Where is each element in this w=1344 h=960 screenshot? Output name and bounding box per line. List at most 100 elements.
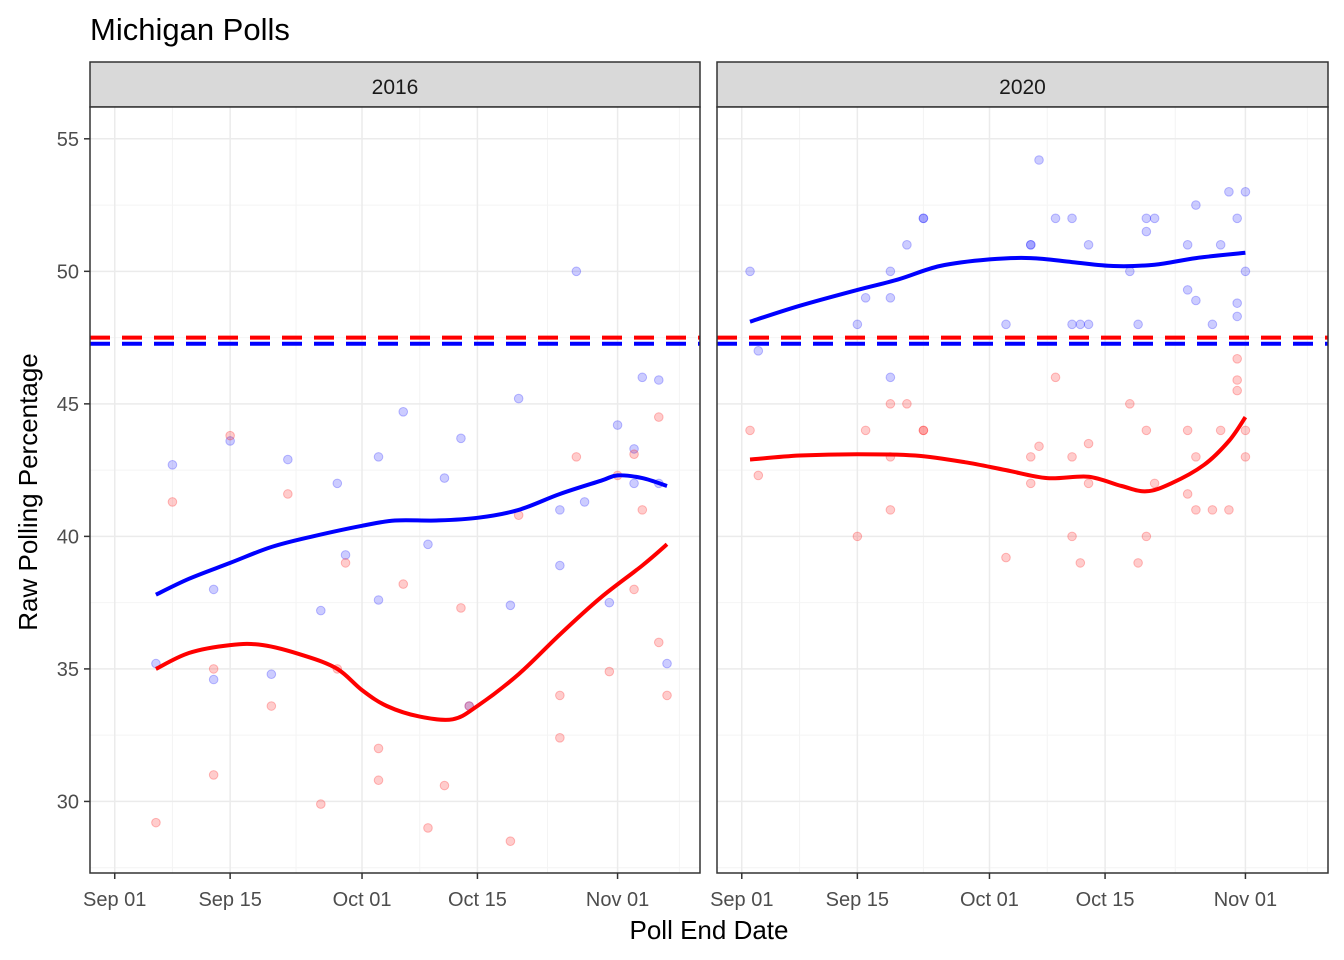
poll-point-blue bbox=[332, 478, 343, 489]
poll-point-blue bbox=[745, 266, 755, 277]
poll-point-red bbox=[1182, 489, 1193, 499]
y-tick-label: 30 bbox=[57, 791, 79, 813]
poll-point-blue bbox=[653, 375, 664, 385]
poll-point-red bbox=[885, 399, 896, 409]
x-tick-label: Sep 01 bbox=[83, 889, 146, 911]
y-tick-label: 50 bbox=[57, 261, 79, 283]
poll-point-blue bbox=[1083, 319, 1094, 330]
poll-point-red bbox=[373, 743, 384, 754]
poll-point-red bbox=[266, 701, 277, 711]
poll-point-red bbox=[1075, 558, 1086, 568]
poll-point-red bbox=[1050, 372, 1061, 383]
poll-point-blue bbox=[1125, 266, 1135, 277]
poll-point-red bbox=[1141, 531, 1152, 542]
poll-point-red bbox=[1182, 425, 1193, 436]
poll-point-red bbox=[629, 584, 639, 595]
poll-point-blue bbox=[1083, 240, 1094, 250]
poll-point-red bbox=[1133, 558, 1143, 568]
poll-point-blue bbox=[1240, 187, 1251, 197]
facet-strip-label: 2016 bbox=[372, 76, 419, 99]
poll-point-red bbox=[1191, 505, 1201, 515]
x-tick-label: Oct 01 bbox=[333, 889, 392, 911]
y-tick-label: 35 bbox=[57, 659, 79, 681]
poll-point-blue bbox=[1149, 213, 1160, 224]
y-tick-label: 55 bbox=[57, 129, 79, 151]
poll-point-blue bbox=[456, 433, 466, 444]
poll-point-red bbox=[456, 603, 466, 613]
poll-point-red bbox=[902, 399, 912, 409]
poll-point-red bbox=[1232, 375, 1242, 385]
poll-point-blue bbox=[505, 600, 516, 611]
poll-point-red bbox=[423, 823, 433, 833]
poll-point-blue bbox=[423, 539, 433, 550]
poll-point-blue bbox=[1075, 319, 1086, 330]
poll-point-red bbox=[1232, 353, 1242, 364]
poll-point-red bbox=[1025, 478, 1036, 489]
poll-point-red bbox=[1207, 505, 1218, 515]
poll-point-blue bbox=[604, 597, 615, 608]
poll-point-blue bbox=[555, 560, 565, 571]
poll-point-blue bbox=[918, 213, 929, 224]
panel-2020: 2020 Sep 01 Sep 15 Oct 01 Oct 15 Nov 01 bbox=[710, 61, 1329, 911]
trend-line-red bbox=[749, 415, 1248, 494]
poll-point-red bbox=[1215, 425, 1226, 436]
poll-point-blue bbox=[340, 550, 351, 560]
poll-point-red bbox=[885, 505, 896, 515]
x-tick-label: Nov 01 bbox=[1214, 889, 1277, 911]
poll-point-red bbox=[225, 430, 235, 441]
poll-point-red bbox=[398, 579, 409, 589]
y-tick-label: 45 bbox=[57, 394, 79, 416]
poll-point-red bbox=[918, 425, 929, 436]
chart-title: Michigan Polls bbox=[90, 12, 290, 47]
poll-point-red bbox=[340, 558, 351, 568]
poll-point-blue bbox=[266, 669, 277, 680]
poll-point-red bbox=[1141, 425, 1152, 436]
poll-point-red bbox=[745, 425, 755, 436]
poll-point-blue bbox=[1050, 213, 1061, 224]
poll-point-red bbox=[1224, 505, 1234, 515]
poll-point-blue bbox=[1034, 155, 1044, 165]
facet-strip-2020 bbox=[716, 61, 1329, 108]
poll-point-blue bbox=[662, 658, 672, 669]
poll-point-blue bbox=[885, 293, 896, 303]
x-tick-label: Sep 15 bbox=[198, 889, 261, 911]
poll-point-red bbox=[555, 733, 565, 743]
poll-point-red bbox=[167, 497, 178, 507]
poll-point-red bbox=[208, 664, 219, 674]
poll-point-blue bbox=[918, 213, 929, 224]
panel-2016: 2016 Sep 01 Sep 15 Oct 01 Oct 15 Nov 01 30 35 40… bbox=[57, 61, 701, 911]
poll-point-red bbox=[852, 531, 863, 542]
poll-point-blue bbox=[167, 460, 178, 470]
poll-point-red bbox=[208, 770, 219, 780]
poll-point-blue bbox=[1232, 213, 1242, 224]
x-axis-title: Poll End Date bbox=[630, 915, 789, 945]
poll-point-blue bbox=[612, 420, 623, 430]
poll-point-red bbox=[1240, 452, 1251, 462]
trend-line-red bbox=[155, 542, 669, 722]
poll-point-red bbox=[653, 412, 664, 422]
y-axis-title: Raw Polling Percentage bbox=[13, 353, 43, 631]
trend-line-blue bbox=[155, 473, 668, 597]
poll-point-red bbox=[316, 799, 326, 809]
poll-point-blue bbox=[860, 293, 871, 303]
poll-point-red bbox=[1125, 399, 1135, 409]
poll-point-blue bbox=[1240, 266, 1251, 277]
facet-strip-2016 bbox=[89, 61, 701, 108]
poll-point-blue bbox=[1141, 213, 1152, 224]
x-tick-label: Sep 01 bbox=[710, 889, 773, 911]
poll-point-blue bbox=[1001, 319, 1011, 330]
poll-point-blue bbox=[208, 674, 219, 685]
poll-point-blue bbox=[1224, 187, 1234, 197]
poll-point-blue bbox=[208, 584, 219, 595]
poll-point-blue bbox=[439, 473, 450, 483]
poll-point-blue bbox=[1067, 213, 1077, 224]
poll-point-blue bbox=[316, 605, 326, 616]
poll-point-blue bbox=[1025, 240, 1036, 250]
poll-point-red bbox=[637, 505, 648, 515]
panel-border bbox=[89, 106, 701, 874]
poll-point-red bbox=[1083, 438, 1094, 449]
x-tick-label: Oct 15 bbox=[1076, 889, 1135, 911]
poll-point-red bbox=[1149, 478, 1160, 489]
trend-line-blue bbox=[749, 250, 1246, 324]
poll-point-blue bbox=[1141, 226, 1152, 237]
